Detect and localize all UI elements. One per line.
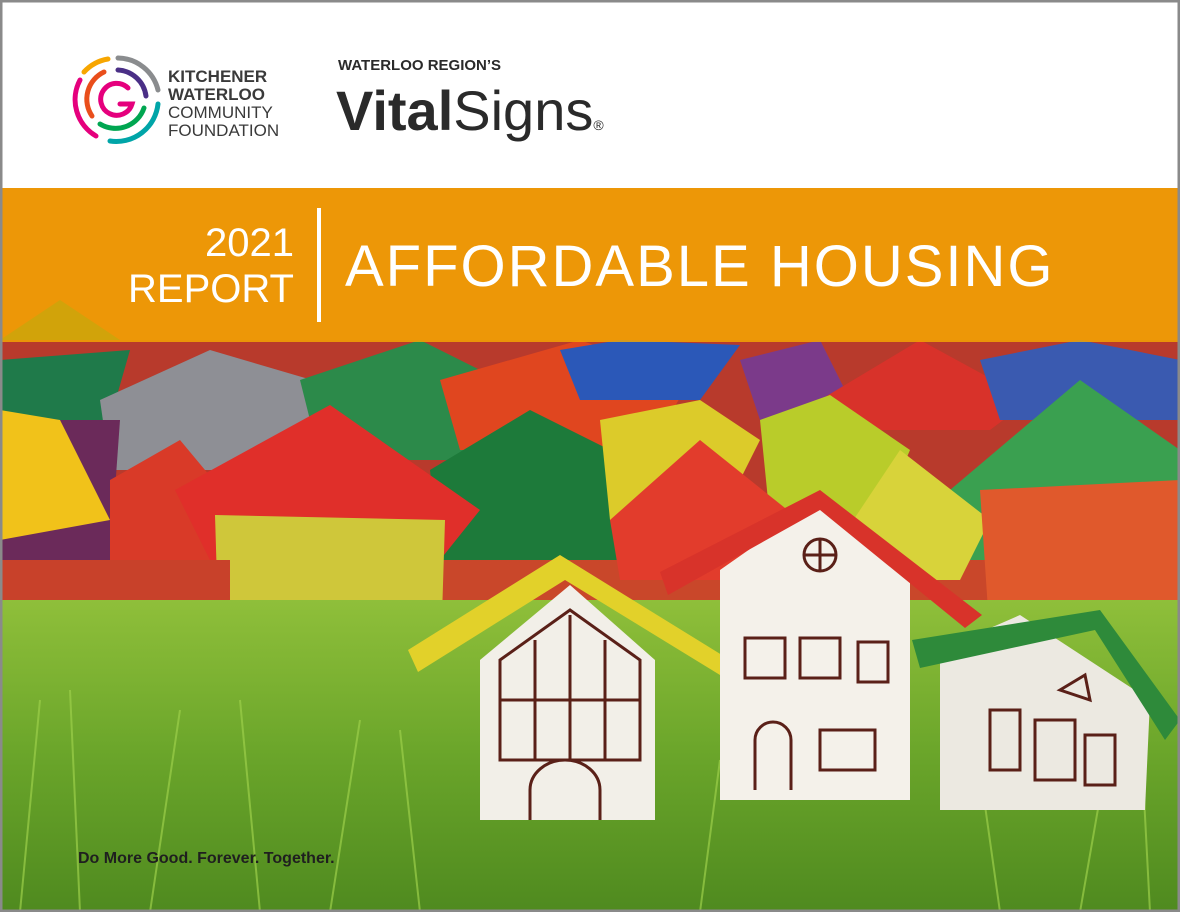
kicker: WATERLOO REGION’S [338,57,501,74]
logo-mark [72,55,161,144]
banner-title: AFFORDABLE HOUSING [345,234,1055,299]
tagline: Do More Good. Forever. Together. [78,850,335,867]
brand-mark: ® [593,117,604,133]
banner-text: 2021 REPORT AFFORDABLE HOUSING [128,208,1055,322]
logo-text: KITCHENER WATERLOO COMMUNITY FOUNDATION [168,67,279,140]
logo-line: FOUNDATION [168,121,279,140]
report-label: REPORT [128,267,294,311]
brand: VitalSigns® [336,79,604,142]
banner [0,188,1180,342]
logo-line: COMMUNITY [168,103,273,122]
logo-line: KITCHENER [168,67,267,86]
year: 2021 [205,221,294,265]
logo-line: WATERLOO [168,85,265,104]
brand-regular: Signs [453,79,593,142]
brand-bold: Vital [336,79,453,142]
divider [317,208,321,322]
